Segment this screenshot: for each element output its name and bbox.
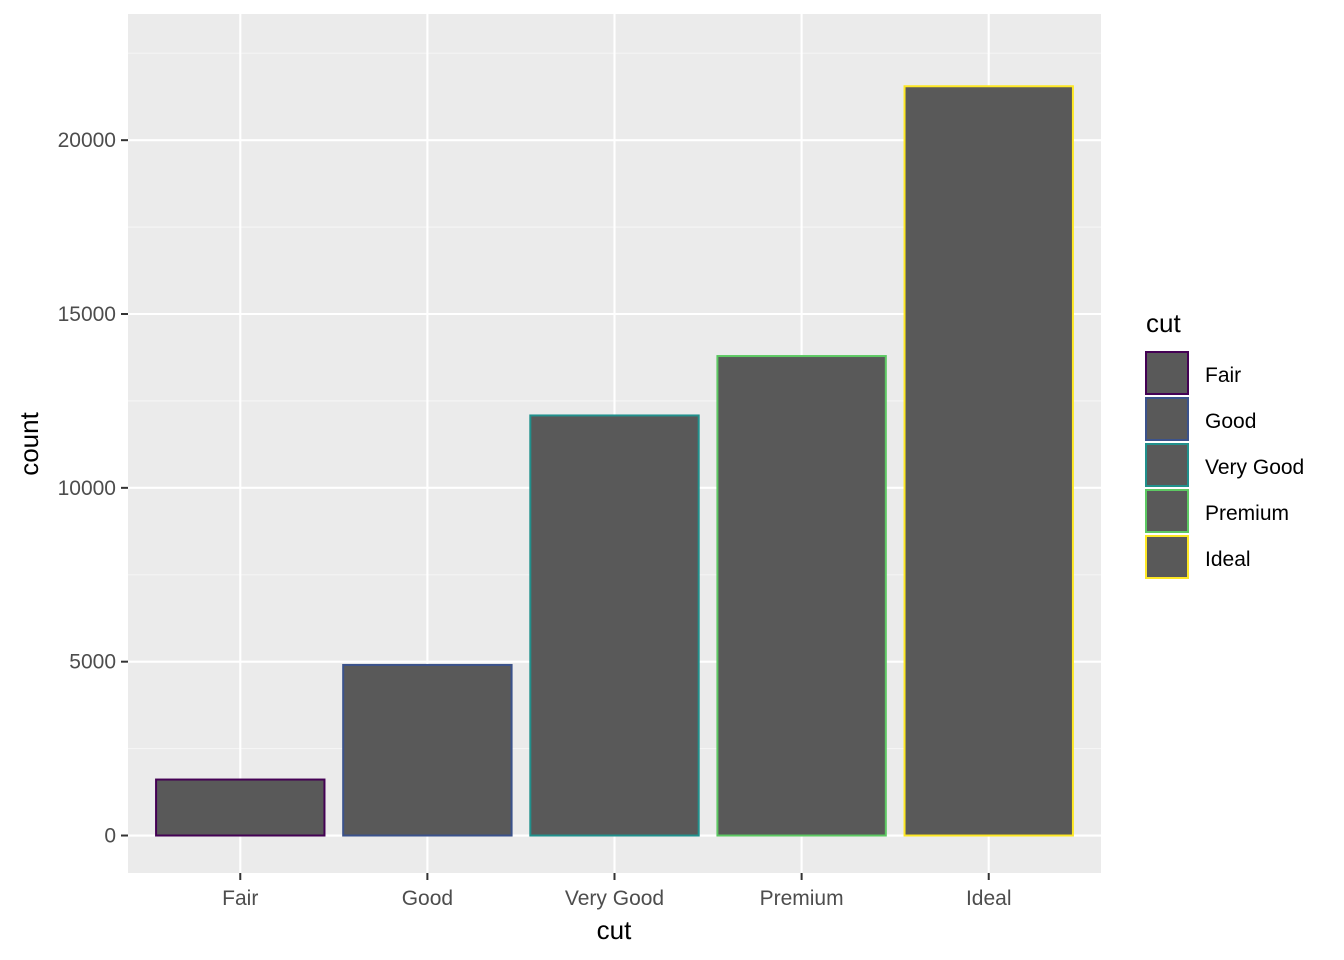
x-tick-label: Very Good: [565, 887, 664, 910]
legend-key-label: Very Good: [1205, 456, 1304, 479]
x-tick-label: Ideal: [966, 887, 1012, 910]
legend-key-swatch: [1145, 535, 1189, 579]
legend-key-label: Ideal: [1205, 548, 1251, 571]
legend-key-label: Fair: [1205, 364, 1241, 387]
x-tick-label: Premium: [760, 887, 844, 910]
y-tick-label: 10000: [58, 477, 116, 500]
y-tick-label: 15000: [58, 303, 116, 326]
legend-title: cut: [1146, 308, 1181, 338]
bar-fair: [155, 778, 326, 837]
bar-ideal: [903, 85, 1074, 837]
x-axis-title: cut: [597, 915, 632, 945]
x-tick-label: Fair: [222, 887, 258, 910]
y-tick-label: 20000: [58, 129, 116, 152]
bar-very-good: [529, 414, 700, 837]
legend: cut Fair Good Very Good Premium Ideal: [1145, 308, 1304, 579]
legend-key-swatch: [1145, 443, 1189, 487]
y-axis: 0 5000 10000 15000 20000: [58, 129, 128, 848]
x-tick-label: Good: [402, 887, 453, 910]
y-tick-label: 5000: [69, 651, 116, 674]
legend-key-label: Good: [1205, 410, 1256, 433]
bar-good: [342, 663, 513, 837]
legend-key-swatch: [1145, 351, 1189, 395]
legend-key-swatch: [1145, 489, 1189, 533]
bars: [155, 85, 1074, 837]
legend-key-label: Premium: [1205, 502, 1289, 525]
y-axis-title: count: [14, 411, 44, 475]
y-tick-label: 0: [104, 825, 116, 848]
x-axis: Fair Good Very Good Premium Ideal: [222, 873, 1012, 910]
legend-key-swatch: [1145, 397, 1189, 441]
bar-premium: [716, 355, 887, 837]
